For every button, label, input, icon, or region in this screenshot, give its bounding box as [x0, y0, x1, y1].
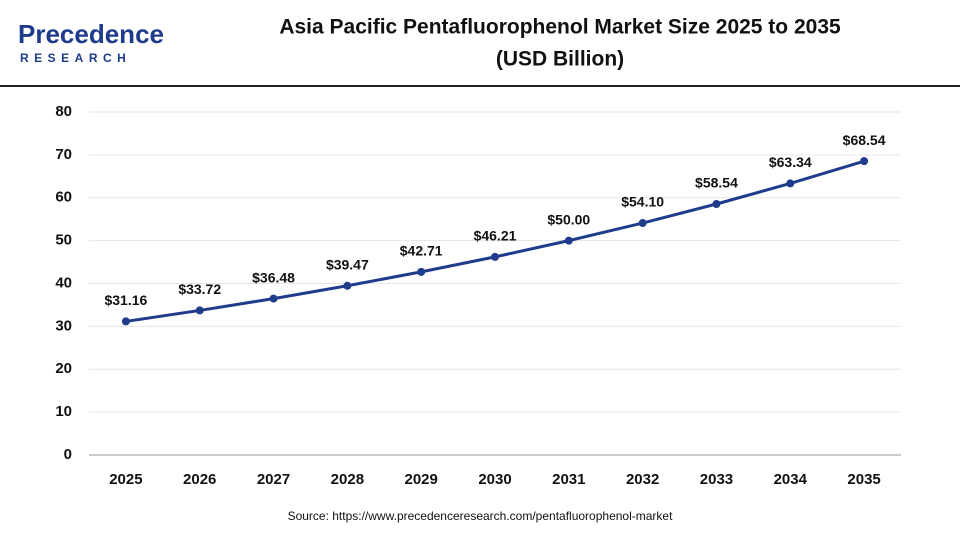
y-tick-label: 40: [55, 274, 72, 291]
y-tick-label: 50: [55, 232, 72, 249]
value-label: $36.48: [252, 269, 295, 285]
point: [269, 294, 278, 303]
x-tick-label: 2030: [478, 471, 511, 488]
x-tick-label: 2032: [626, 471, 659, 488]
value-label: $50.00: [547, 211, 590, 227]
chart-title: Asia Pacific Pentafluorophenol Market Si…: [279, 16, 841, 39]
logo-tagline: RESEARCH: [20, 51, 131, 65]
source: Source: https://www.precedenceresearch.c…: [288, 509, 674, 523]
point: [195, 306, 204, 315]
value-label: $39.47: [326, 256, 369, 272]
x-tick-label: 2025: [109, 471, 142, 488]
point: [491, 252, 499, 261]
logo-name: Precedence: [18, 19, 164, 49]
y-tick-label: 80: [55, 103, 72, 120]
x-tick-label: 2028: [331, 471, 364, 488]
x-tick-label: 2031: [552, 471, 585, 488]
x-tick-label: 2035: [847, 471, 880, 488]
logo: Precedence RESEARCH: [18, 19, 164, 65]
x-tick-label: 2034: [774, 471, 808, 488]
x-tick-label: 2026: [183, 471, 216, 488]
point: [786, 179, 795, 188]
value-label: $31.16: [104, 292, 147, 308]
value-label: $33.72: [178, 281, 221, 297]
value-label: $54.10: [621, 194, 664, 210]
point: [343, 281, 352, 290]
y-tick-label: 0: [64, 446, 72, 463]
y-tick-label: 10: [55, 403, 72, 420]
value-label: $46.21: [474, 228, 517, 244]
point: [121, 317, 130, 326]
value-label: $68.54: [843, 132, 886, 148]
value-label: $63.34: [769, 154, 812, 170]
point: [638, 219, 647, 228]
x-tick-label: 2033: [700, 471, 733, 488]
value-label: $58.54: [695, 175, 738, 191]
y-tick-label: 70: [55, 146, 72, 163]
x-tick-label: 2027: [257, 471, 290, 488]
point: [860, 157, 869, 166]
point: [564, 236, 573, 245]
x-tick-label: 2029: [404, 471, 437, 488]
y-tick-label: 30: [55, 317, 72, 334]
chart-subtitle: (USD Billion): [496, 48, 624, 71]
header-rule: [0, 85, 960, 87]
y-tick-label: 60: [55, 189, 72, 206]
value-label: $42.71: [400, 243, 443, 259]
point: [712, 200, 721, 209]
point: [417, 267, 426, 276]
y-tick-label: 20: [55, 360, 72, 377]
